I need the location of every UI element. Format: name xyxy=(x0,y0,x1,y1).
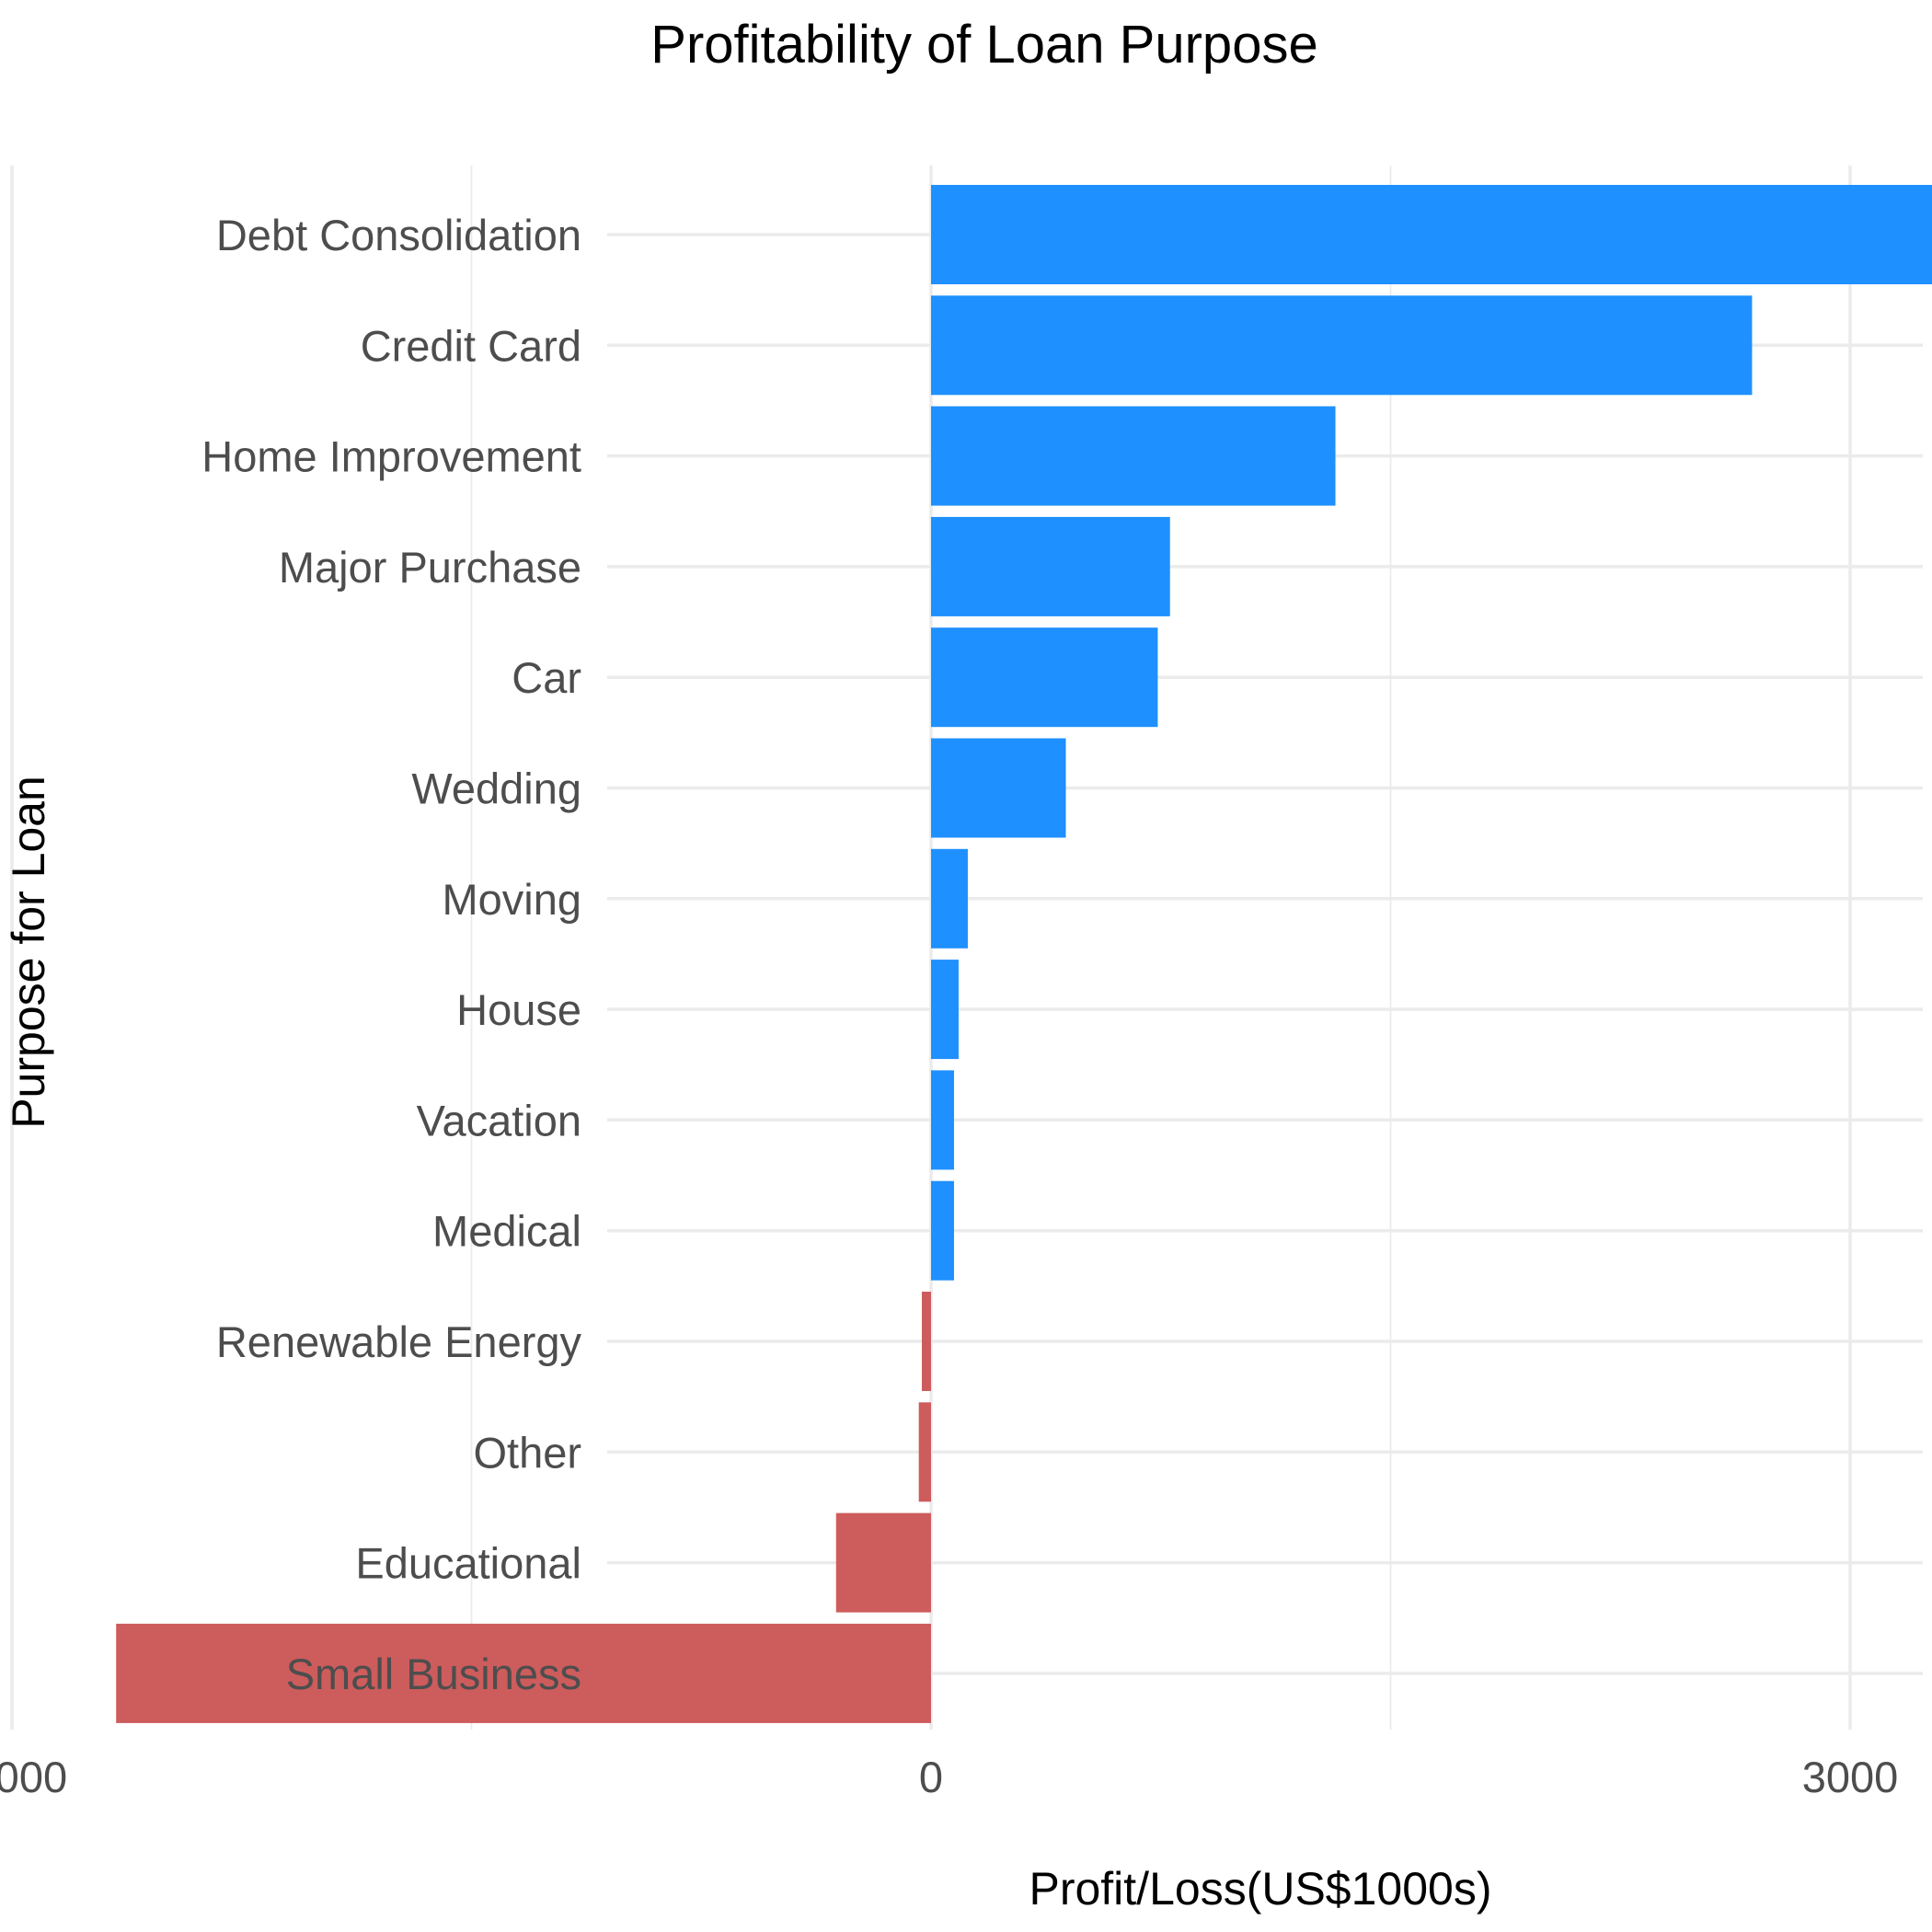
x-tick-label: -3000 xyxy=(0,1753,67,1801)
x-axis-label: Profit/Loss(US$1000s) xyxy=(1029,1863,1491,1915)
bar-debt-consolidation xyxy=(931,185,1932,284)
category-label: Small Business xyxy=(286,1650,581,1698)
category-label: House xyxy=(456,985,581,1034)
category-label: Medical xyxy=(432,1207,581,1256)
bar-moving xyxy=(931,848,968,949)
category-label: Renewable Energy xyxy=(216,1317,582,1366)
category-label: Moving xyxy=(442,875,581,924)
bar-medical xyxy=(931,1180,954,1281)
category-label: Educational xyxy=(355,1539,581,1588)
category-labels: Debt Consolidation Credit Card Home Improv… xyxy=(201,211,581,1698)
bar-other xyxy=(918,1402,931,1502)
y-axis-label: Purpose for Loan xyxy=(3,776,54,1129)
x-tick-label: 3000 xyxy=(1802,1753,1899,1801)
bar-renewable-energy xyxy=(922,1292,931,1391)
chart-title: Profitability of Loan Purpose xyxy=(650,15,1317,75)
category-label: Car xyxy=(512,653,581,702)
category-label: Home Improvement xyxy=(201,432,581,481)
bar-credit-card xyxy=(931,295,1753,396)
bar-home-improvement xyxy=(931,406,1336,506)
bars xyxy=(116,185,1932,1723)
x-tick-label: 0 xyxy=(919,1753,943,1801)
bar-car xyxy=(931,627,1158,728)
category-label: Wedding xyxy=(411,765,581,813)
bar-major-purchase xyxy=(931,516,1170,616)
bar-wedding xyxy=(931,738,1066,838)
category-label: Credit Card xyxy=(361,321,581,370)
bar-vacation xyxy=(931,1070,954,1170)
grid xyxy=(10,166,1923,1730)
category-label: Vacation xyxy=(417,1096,581,1144)
bar-small-business xyxy=(116,1623,932,1723)
category-label: Other xyxy=(473,1428,581,1477)
category-label: Major Purchase xyxy=(279,543,581,592)
bar-educational xyxy=(835,1512,931,1613)
bar-house xyxy=(931,960,959,1060)
category-label: Debt Consolidation xyxy=(216,211,581,259)
x-tick-labels: -30000300060009000 xyxy=(0,1753,1899,1801)
